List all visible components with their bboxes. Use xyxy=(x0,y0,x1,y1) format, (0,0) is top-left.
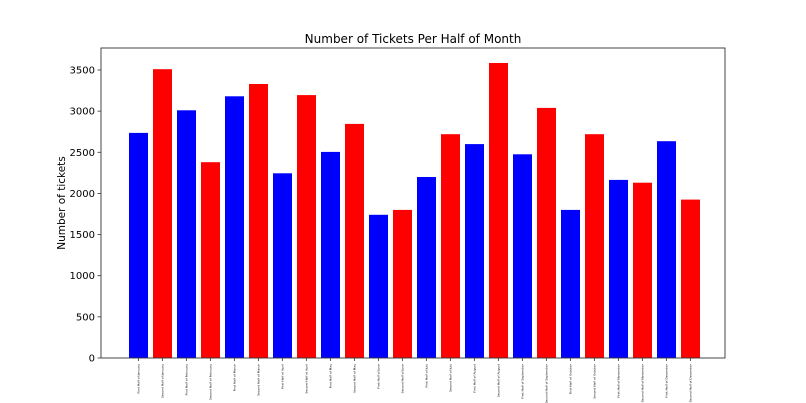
x-tick-label: Second Half of June xyxy=(401,364,405,393)
bar-first-half-of-march xyxy=(225,96,244,359)
y-axis-label: Number of tickets xyxy=(56,156,68,250)
x-tick-label: Second Half of October xyxy=(593,363,597,399)
bar-first-half-of-august xyxy=(465,144,484,358)
x-tick-label: First Half of April xyxy=(281,364,285,389)
x-tick-label: First Half of July xyxy=(425,364,429,388)
x-tick-label: Second Half of December xyxy=(689,363,693,402)
bar-second-half-of-march xyxy=(249,84,268,358)
x-tick-label: First Half of June xyxy=(377,364,381,389)
bar-second-half-of-april xyxy=(297,95,316,358)
bar-first-half-of-january xyxy=(129,132,148,358)
x-tick-label: Second Half of May xyxy=(353,364,357,393)
bar-first-half-of-june xyxy=(369,214,388,358)
bar-first-half-of-september xyxy=(513,154,532,358)
x-tick-label: Second Half of July xyxy=(449,364,453,392)
x-tick-label: First Half of August xyxy=(473,363,477,392)
bar-second-half-of-may xyxy=(345,123,364,359)
bar-second-half-of-january xyxy=(153,69,172,358)
y-tick-label: 500 xyxy=(76,312,95,323)
x-tick-label: First Half of November xyxy=(617,363,621,397)
y-tick-label: 2500 xyxy=(70,148,95,159)
x-axis: First Half of January Second Half of Janu… xyxy=(137,358,693,403)
bar-second-half-of-july xyxy=(441,134,460,358)
x-tick-label: First Half of February xyxy=(185,364,189,396)
bar-second-half-of-november xyxy=(633,182,652,358)
x-tick-label: Second Half of January xyxy=(161,364,165,398)
bar-second-half-of-august xyxy=(489,63,508,358)
x-tick-label: First Half of October xyxy=(569,363,573,394)
x-tick-label: Second Half of November xyxy=(641,363,645,402)
x-tick-label: Second Half of August xyxy=(497,363,501,397)
bar-second-half-of-june xyxy=(393,209,412,358)
chart-title: Number of Tickets Per Half of Month xyxy=(305,32,522,46)
x-tick-label: First Half of May xyxy=(329,364,333,388)
plot-frame xyxy=(100,47,726,359)
bar-first-half-of-july xyxy=(417,177,436,358)
x-tick-label: First Half of March xyxy=(233,364,237,391)
y-tick-label: 3000 xyxy=(70,107,95,118)
x-tick-label: Second Half of September xyxy=(545,363,549,403)
bar-first-half-of-february xyxy=(177,110,196,358)
x-tick-label: First Half of September xyxy=(521,363,525,398)
bar-first-half-of-december xyxy=(657,141,676,358)
y-tick-label: 0 xyxy=(89,354,95,365)
x-tick-label: Second Half of February xyxy=(209,364,213,400)
x-tick-label: Second Half of April xyxy=(305,364,309,394)
x-tick-label: Second Half of March xyxy=(257,364,261,396)
bar-second-half-of-october xyxy=(585,134,604,358)
bar-first-half-of-may xyxy=(321,151,340,358)
bars xyxy=(129,63,700,359)
x-tick-label: First Half of January xyxy=(137,364,141,394)
y-tick-label: 3500 xyxy=(70,66,95,77)
bar-first-half-of-november xyxy=(609,179,628,358)
bar-second-half-of-december xyxy=(681,199,700,358)
bar-first-half-of-april xyxy=(273,173,292,358)
bar-second-half-of-february xyxy=(201,162,220,358)
y-tick-label: 1000 xyxy=(70,271,95,282)
bar-first-half-of-october xyxy=(561,209,580,358)
y-axis: 0 500 1000 1500 2000 2500 3000 3500 xyxy=(70,66,101,365)
y-tick-label: 1500 xyxy=(70,230,95,241)
x-tick-label: First Half of December xyxy=(665,363,669,397)
bar-second-half-of-september xyxy=(537,107,556,359)
y-tick-label: 2000 xyxy=(70,189,95,200)
